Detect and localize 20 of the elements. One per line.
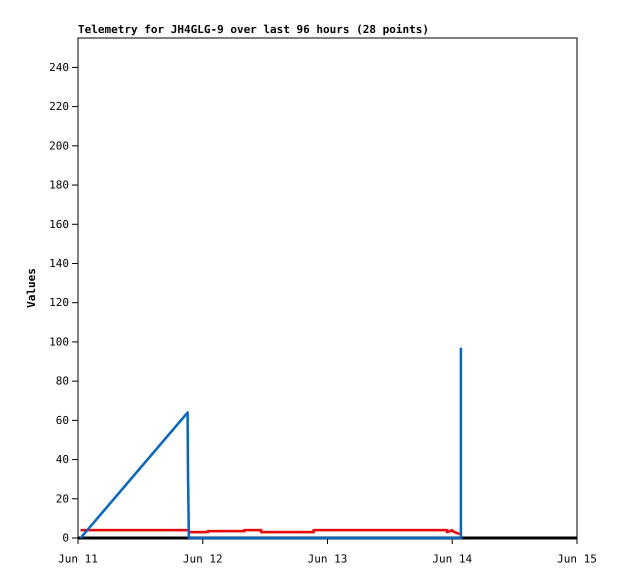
x-tick-label: Jun 14 [432, 552, 472, 566]
y-tick-label: 140 [49, 257, 69, 270]
x-tick-label: Jun 12 [182, 552, 223, 566]
y-tick-label: 240 [49, 60, 69, 74]
y-tick-label: 160 [49, 218, 69, 231]
y-tick-label: 60 [56, 414, 69, 427]
y-tick-label: 20 [56, 492, 69, 506]
y-tick-label: 40 [56, 453, 69, 466]
y-tick-label: 120 [49, 296, 69, 310]
y-tick-label: 220 [49, 100, 69, 114]
x-tick-label: Jun 11 [58, 552, 98, 566]
y-tick-label: 100 [49, 335, 69, 348]
y-tick-label: 0 [62, 532, 69, 545]
y-tick-label: 200 [49, 139, 69, 152]
y-axis-title: Values [25, 268, 38, 308]
x-tick-label: Jun 15 [557, 552, 597, 566]
chart-title: Telemetry for JH4GLG-9 over last 96 hours (28 points) [78, 23, 429, 36]
y-tick-label: 180 [49, 178, 69, 192]
x-tick-label: Jun 13 [308, 552, 348, 566]
y-tick-label: 80 [56, 374, 69, 388]
